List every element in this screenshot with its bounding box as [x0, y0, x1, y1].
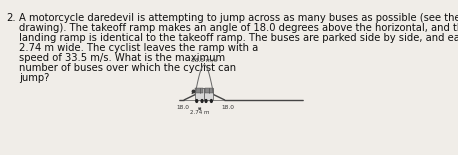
Circle shape — [196, 100, 198, 102]
Text: 2.74 m: 2.74 m — [190, 110, 209, 115]
Bar — [204, 88, 213, 100]
Text: 2.74 m wide. The cyclist leaves the ramp with a: 2.74 m wide. The cyclist leaves the ramp… — [19, 43, 259, 53]
Text: drawing). The takeoff ramp makes an angle of 18.0 degrees above the horizontal, : drawing). The takeoff ramp makes an angl… — [19, 23, 458, 33]
Text: 33.5 m/s: 33.5 m/s — [191, 58, 217, 63]
Circle shape — [201, 100, 203, 102]
Circle shape — [210, 100, 213, 102]
Text: 18.0: 18.0 — [176, 105, 189, 110]
Text: jump?: jump? — [19, 73, 50, 83]
Text: speed of 33.5 m/s. What is the maximum: speed of 33.5 m/s. What is the maximum — [19, 53, 225, 63]
Text: A motorcycle daredevil is attempting to jump across as many buses as possible (s: A motorcycle daredevil is attempting to … — [19, 13, 458, 23]
Bar — [196, 88, 203, 93]
Bar — [205, 88, 213, 93]
Circle shape — [205, 100, 207, 102]
Bar — [195, 88, 204, 100]
Text: 18.0: 18.0 — [221, 105, 234, 110]
Text: landing ramp is identical to the takeoff ramp. The buses are parked side by side: landing ramp is identical to the takeoff… — [19, 33, 458, 43]
Text: 2.: 2. — [6, 13, 16, 23]
Text: number of buses over which the cyclist can: number of buses over which the cyclist c… — [19, 63, 236, 73]
